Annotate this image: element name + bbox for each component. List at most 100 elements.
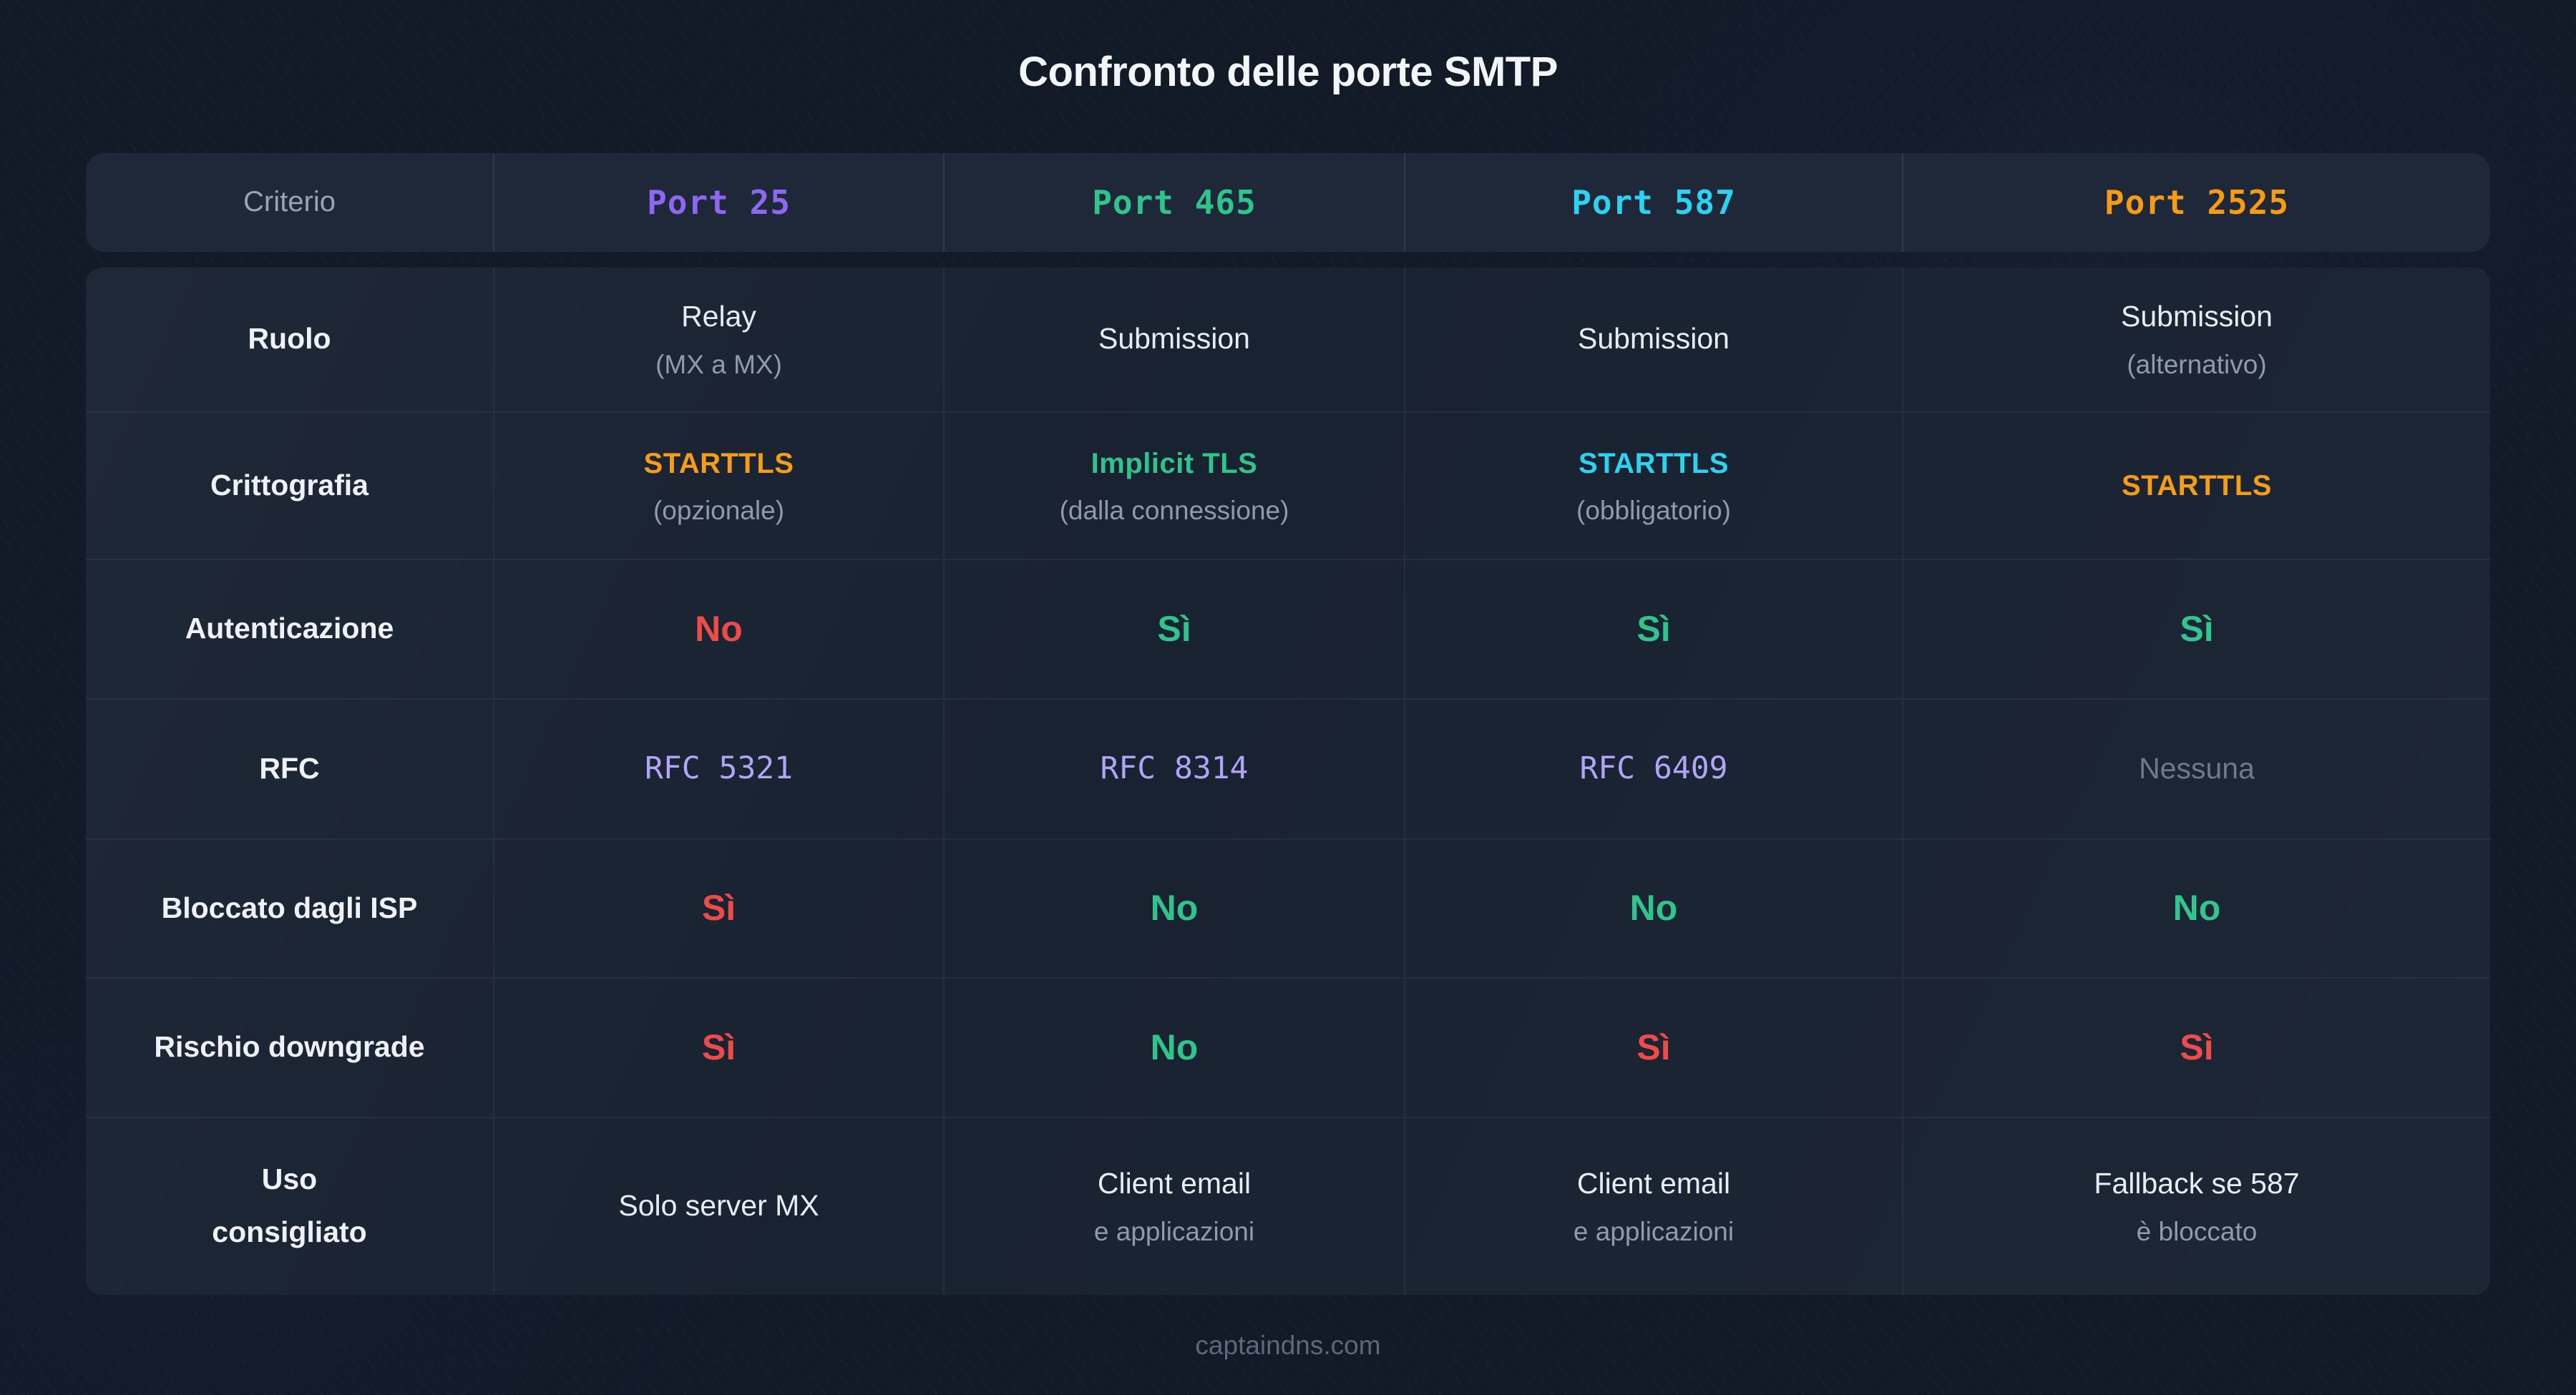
cell-value: Sì [701,1027,736,1067]
cell-value: RFC 6409 [1579,750,1728,786]
cell-subvalue: (alternativo) [2127,349,2267,379]
value-cell: Sì [493,978,943,1117]
value-cell: Nessuna [1902,699,2490,838]
table-body: Ruolo Relay (MX a MX) Submission Submission S… [86,267,2490,1295]
table-row: Uso consigliato Solo server MX Client emai… [86,1116,2490,1295]
cell-value: No [695,608,743,649]
cell-value: Sì [1157,608,1191,649]
value-cell: No [1404,839,1902,977]
row-label-cell: Autenticazione [86,560,493,698]
value-cell: STARTTLS (obbligatorio) [1404,412,1902,559]
value-cell: Sì [1404,978,1902,1117]
page-title: Confronto delle porte SMTP [1018,49,1558,95]
value-cell: Relay (MX a MX) [493,267,943,411]
cell-subvalue: (MX a MX) [655,349,782,379]
criterio-label: Criterio [243,186,336,218]
value-cell: STARTTLS [1902,412,2490,559]
value-cell: Client email e applicazioni [1404,1117,1902,1295]
cell-subvalue: e applicazioni [1573,1216,1735,1246]
cell-value: Sì [1636,1027,1671,1067]
cell-subvalue: (opzionale) [653,495,785,525]
row-label-cell: Ruolo [86,268,493,411]
row-label: Autenticazione [185,612,394,645]
cell-value: No [1150,1027,1199,1067]
table-row: RFC RFC 5321 RFC 8314 RFC 6409 Nessuna [86,698,2490,838]
cell-value: Sì [701,888,736,929]
cell-value: Nessuna [2139,751,2255,785]
port-label: Port 587 [1571,182,1736,222]
row-label: Bloccato dagli ISP [161,891,418,924]
value-cell: RFC 6409 [1404,699,1902,838]
header-cell-port-587: Port 587 [1404,152,1902,252]
table-row: Rischio downgrade Sì No Sì Sì [86,976,2490,1117]
cell-subvalue: (obbligatorio) [1576,495,1731,525]
value-cell: No [493,559,943,698]
cell-value: RFC 5321 [644,750,794,786]
header-cell-port-25: Port 25 [493,152,943,252]
value-cell: Sì [1902,559,2490,698]
cell-subvalue: è bloccato [2136,1216,2258,1246]
value-cell: No [1902,839,2490,977]
table-row: Autenticazione No Sì Sì Sì [86,558,2490,698]
cell-value: Implicit TLS [1091,447,1258,479]
value-cell: Sì [1902,978,2490,1117]
cell-value: STARTTLS [2122,469,2272,501]
comparison-table: Criterio Port 25 Port 465 Port 587 Port 252… [86,152,2490,1295]
footer-watermark: captaindns.com [1195,1330,1381,1360]
cell-value: Submission [1098,322,1250,356]
cell-value: Relay [681,300,756,333]
cell-value: Client email [1576,1167,1731,1200]
row-label: Rischio downgrade [154,1030,425,1064]
cell-value: Submission [2121,300,2273,333]
cell-value: No [1150,888,1199,929]
value-cell: Fallback se 587 è bloccato [1902,1117,2490,1295]
value-cell: Submission [943,267,1404,411]
cell-value: RFC 8314 [1100,750,1249,786]
row-label: Crittografia [210,468,369,501]
cell-value: Sì [2180,608,2214,649]
cell-value: No [1629,888,1678,929]
port-label: Port 2525 [2104,182,2290,222]
header-cell-port-465: Port 465 [943,152,1404,252]
value-cell: RFC 5321 [493,699,943,838]
row-label-cell: Uso consigliato [86,1118,493,1295]
row-label-cell: Bloccato dagli ISP [86,840,493,977]
value-cell: Submission [1404,267,1902,411]
table-header: Criterio Port 25 Port 465 Port 587 Port 252… [86,152,2490,252]
table-row: Bloccato dagli ISP Sì No No No [86,838,2490,977]
value-cell: No [943,978,1404,1117]
value-cell: No [943,839,1404,977]
row-label: Ruolo [248,322,331,356]
value-cell: Solo server MX [493,1117,943,1295]
cell-value: Solo server MX [618,1189,819,1223]
port-label: Port 25 [647,182,791,222]
header-cell-port-2525: Port 2525 [1902,152,2490,252]
cell-value: STARTTLS [1579,447,1729,479]
row-label-cell: Crittografia [86,413,493,559]
table-row: Ruolo Relay (MX a MX) Submission Submission S… [86,267,2490,411]
cell-value: Submission [1578,322,1729,356]
cell-subvalue: (dalla connessione) [1059,495,1289,525]
cell-value: Client email [1097,1167,1252,1200]
value-cell: Sì [1404,559,1902,698]
cell-value: Fallback se 587 [2094,1167,2300,1200]
value-cell: Implicit TLS (dalla connessione) [943,412,1404,559]
value-cell: Client email e applicazioni [943,1117,1404,1295]
row-label: Uso consigliato [212,1162,367,1249]
row-label-cell: RFC [86,700,493,838]
cell-value: Sì [2180,1027,2214,1067]
value-cell: Submission (alternativo) [1902,267,2490,411]
value-cell: Sì [493,839,943,977]
value-cell: Sì [943,559,1404,698]
header-cell-criterio: Criterio [86,153,493,252]
table-row: Crittografia STARTTLS (opzionale) Implicit … [86,411,2490,559]
cell-value: STARTTLS [643,447,794,479]
cell-value: No [2172,888,2221,929]
value-cell: RFC 8314 [943,699,1404,838]
port-label: Port 465 [1092,182,1257,222]
value-cell: STARTTLS (opzionale) [493,412,943,559]
row-label: RFC [259,751,320,785]
cell-value: Sì [1636,608,1671,649]
cell-subvalue: e applicazioni [1093,1216,1255,1246]
